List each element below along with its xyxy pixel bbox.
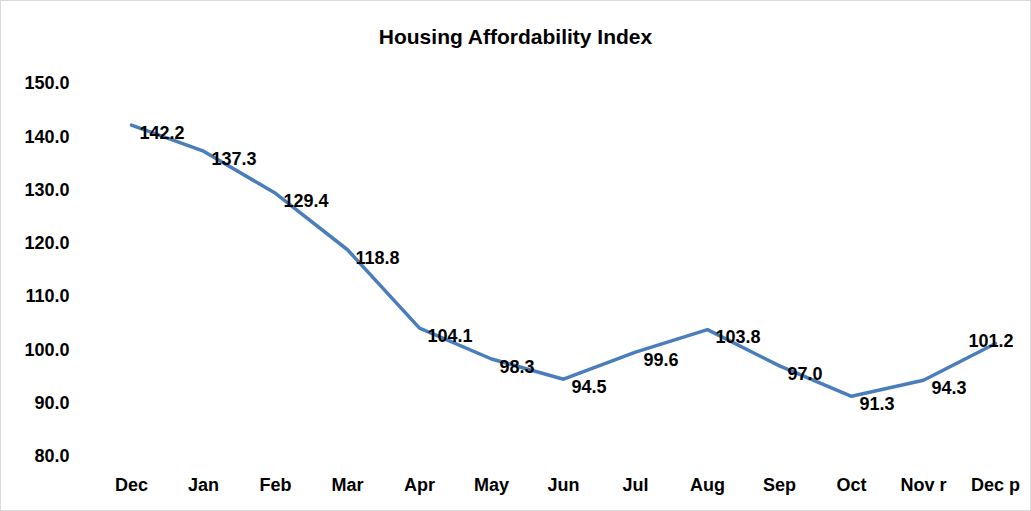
html-text:Housing Affordability Index: Housing Affordability Index: [378, 25, 653, 48]
svg-text:101.2: 101.2: [968, 331, 1013, 351]
svg-text:Aug: Aug: [690, 475, 725, 495]
svg-text:Jun: Jun: [547, 475, 579, 495]
svg-text:94.5: 94.5: [572, 377, 607, 397]
svg-text:97.0: 97.0: [788, 364, 823, 384]
svg-text:90.0: 90.0: [34, 393, 69, 413]
svg-text:103.8: 103.8: [716, 327, 761, 347]
svg-text:Dec p: Dec p: [971, 475, 1020, 495]
svg-text:91.3: 91.3: [860, 394, 895, 414]
svg-text:Nov r: Nov r: [900, 475, 946, 495]
svg-text:120.0: 120.0: [24, 233, 69, 253]
svg-text:94.3: 94.3: [932, 378, 967, 398]
svg-text:Dec: Dec: [115, 475, 148, 495]
svg-text:Oct: Oct: [836, 475, 866, 495]
svg-text:Mar: Mar: [331, 475, 363, 495]
svg-text:Jul: Jul: [622, 475, 648, 495]
svg-text:80.0: 80.0: [34, 446, 69, 466]
svg-text:150.0: 150.0: [24, 73, 69, 93]
svg-text:100.0: 100.0: [24, 340, 69, 360]
svg-text:Apr: Apr: [404, 475, 435, 495]
svg-text:137.3: 137.3: [212, 149, 257, 169]
svg-text:May: May: [474, 475, 509, 495]
svg-text:118.8: 118.8: [356, 248, 400, 268]
svg-text:98.3: 98.3: [500, 357, 535, 377]
svg-text:140.0: 140.0: [24, 127, 69, 147]
svg-text:130.0: 130.0: [24, 180, 69, 200]
svg-text:142.2: 142.2: [140, 123, 185, 143]
svg-text:Sep: Sep: [763, 475, 796, 495]
svg-text:Jan: Jan: [188, 475, 219, 495]
svg-text:110.0: 110.0: [25, 286, 69, 306]
svg-text:104.1: 104.1: [428, 326, 473, 346]
svg-text:129.4: 129.4: [284, 191, 329, 211]
svg-text:99.6: 99.6: [644, 350, 679, 370]
svg-text:Feb: Feb: [259, 475, 291, 495]
